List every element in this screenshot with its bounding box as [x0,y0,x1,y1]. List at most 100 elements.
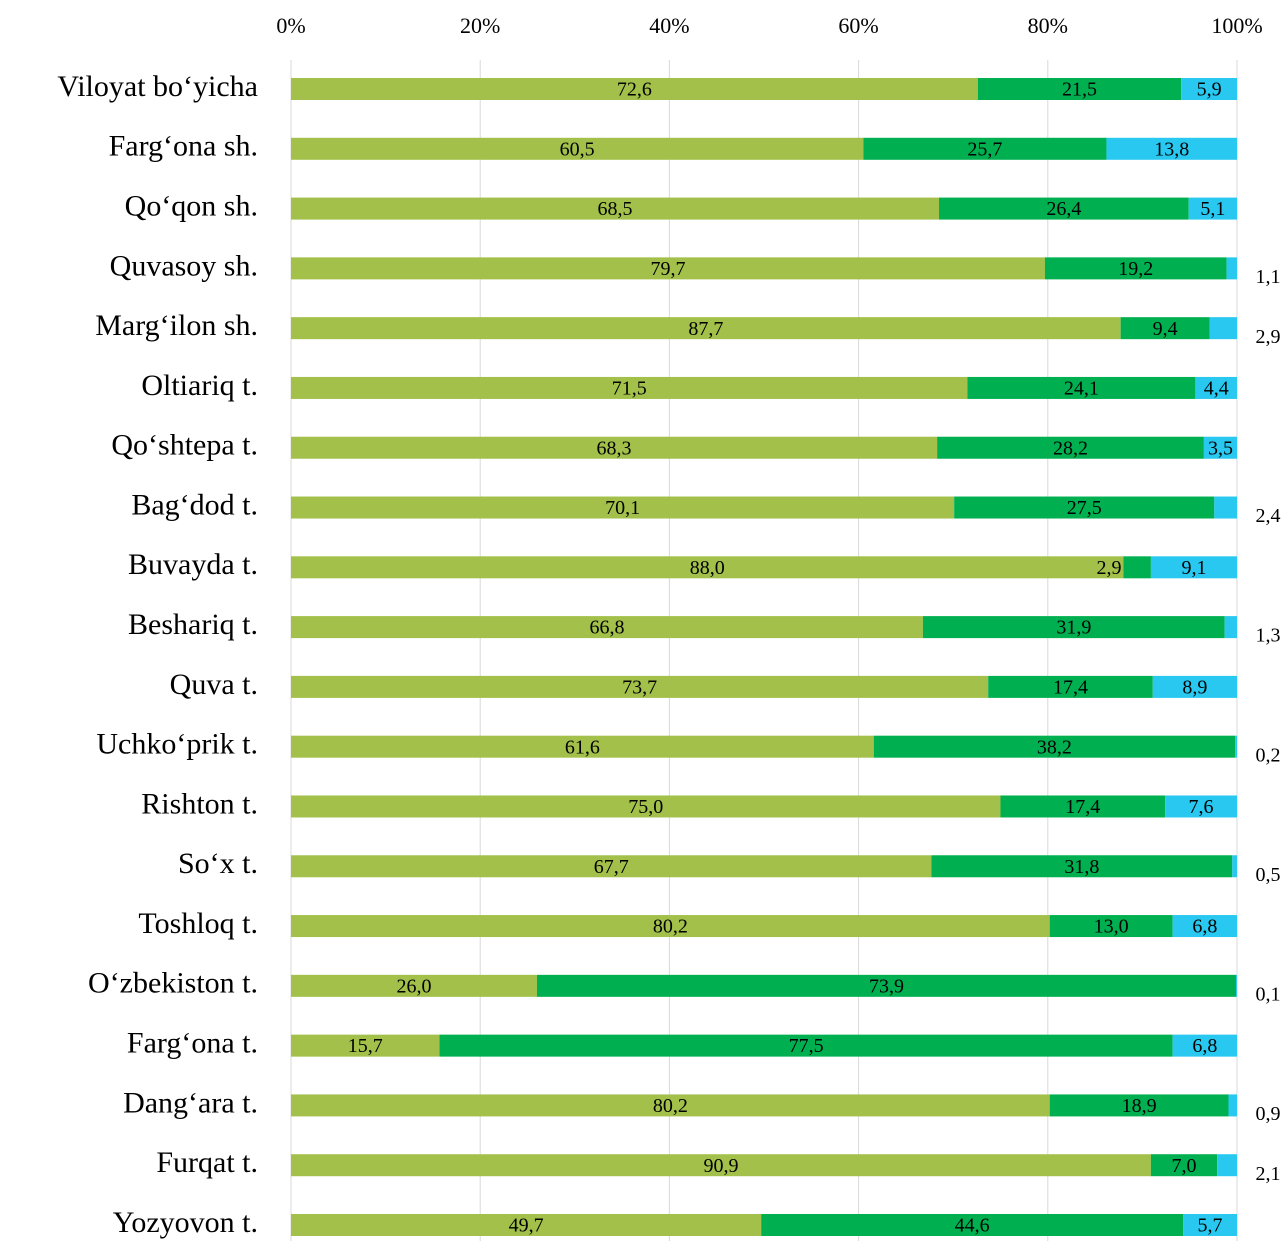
data-label: 66,8 [589,617,624,639]
data-label: 75,0 [628,796,663,818]
bar-segment [922,616,1225,639]
data-label: 7,0 [1172,1155,1197,1177]
bar-segment [954,496,1215,519]
bar-segment [439,1034,1173,1057]
data-label: 25,7 [967,138,1002,160]
x-tick-label: 100% [1211,13,1262,38]
bar-segment [1000,795,1166,818]
data-label: 5,9 [1197,79,1222,101]
bar-segment [761,1214,1184,1236]
bar-segment [1217,1154,1237,1177]
bar-segment [291,855,932,878]
category-label: Rishton t. [141,787,258,820]
bar-segment [937,436,1204,459]
bar-segment [291,974,537,997]
data-label: 80,2 [653,1095,688,1117]
bar-segment [1183,1214,1237,1236]
data-label: 80,2 [653,916,688,938]
data-label: 72,6 [617,79,652,101]
data-label: 87,7 [688,318,723,340]
bar-segment [291,915,1050,938]
bar-segment [939,197,1189,220]
bar-segment [1120,317,1210,340]
bar-segment [1209,317,1237,340]
data-label: 90,9 [703,1155,738,1177]
bar-segment [291,1214,762,1236]
data-label: 88,0 [690,557,725,579]
bar-segment [1172,1034,1237,1057]
data-label: 5,7 [1198,1215,1223,1237]
x-tick-label: 60% [838,13,878,38]
bar-segment [977,78,1182,100]
bar-segment [931,855,1233,878]
bar-segment [1195,376,1237,399]
data-label: 61,6 [565,736,600,758]
bar-segment [863,137,1107,160]
bar-segment [291,556,1124,579]
data-label: 2,9 [1096,557,1121,579]
bar-segment [1172,915,1237,938]
category-label: O‘zbekiston t. [88,967,258,1000]
data-label: 17,4 [1065,796,1100,818]
data-label: 67,7 [594,856,629,878]
data-label: 26,0 [396,975,431,997]
category-label: Oltiariq t. [141,369,258,402]
data-label: 5,1 [1200,198,1225,220]
category-label: Toshloq t. [138,907,258,940]
bar-segment [1106,137,1237,160]
data-label: 1,3 [1256,625,1281,647]
data-label: 18,9 [1122,1095,1157,1117]
category-label: Farg‘ona t. [127,1027,258,1060]
bar-segment [1049,915,1173,938]
category-label: Quvasoy sh. [110,249,258,282]
data-label: 73,7 [622,676,657,698]
data-label: 9,1 [1181,557,1206,579]
bar-segment [291,675,989,698]
bar-segment [873,735,1236,758]
data-label: 27,5 [1067,497,1102,519]
bar-segment [291,317,1121,340]
bar-segment [1224,616,1237,639]
data-label: 7,6 [1189,796,1214,818]
data-label: 24,1 [1064,378,1099,400]
data-label: 13,0 [1094,916,1129,938]
bar-segment [291,735,874,758]
bar-segment [1165,795,1237,818]
bar-segment [1181,78,1237,100]
data-label: 68,5 [598,198,633,220]
data-label: 28,2 [1053,437,1088,459]
bar-segment [1123,556,1151,579]
data-label: 17,4 [1053,676,1088,698]
bar-segment [291,78,978,100]
bar-segment [1150,556,1237,579]
data-label: 0,1 [1256,983,1281,1005]
data-label: 21,5 [1062,79,1097,101]
data-label: 6,8 [1192,1035,1217,1057]
bar-segment [1188,197,1237,220]
bar-segment [1049,1094,1229,1117]
bar-segment [1232,855,1237,878]
bar-segment [291,257,1045,280]
category-label: Qo‘qon sh. [125,189,258,222]
data-label: 60,5 [560,138,595,160]
bar-segment [1226,257,1237,280]
bar-segment [291,616,923,639]
bar-segment [1203,436,1237,459]
data-label: 9,4 [1153,318,1178,340]
data-label: 8,9 [1182,676,1207,698]
data-label: 71,5 [612,378,647,400]
bar-segment [1150,1154,1218,1177]
category-label: Buvayda t. [128,548,258,581]
bar-segment [291,1154,1151,1177]
bar-segment [291,496,955,519]
bar-segment [1228,1094,1237,1117]
data-label: 77,5 [789,1035,824,1057]
bar-segment [291,197,940,220]
bar-segment [967,376,1196,399]
category-label: Farg‘ona sh. [109,130,258,163]
bar-segment [1214,496,1237,519]
data-label: 79,7 [650,258,685,280]
bar-segment [291,1094,1050,1117]
bar-segment [1235,735,1237,758]
bar-segment [536,974,1237,997]
